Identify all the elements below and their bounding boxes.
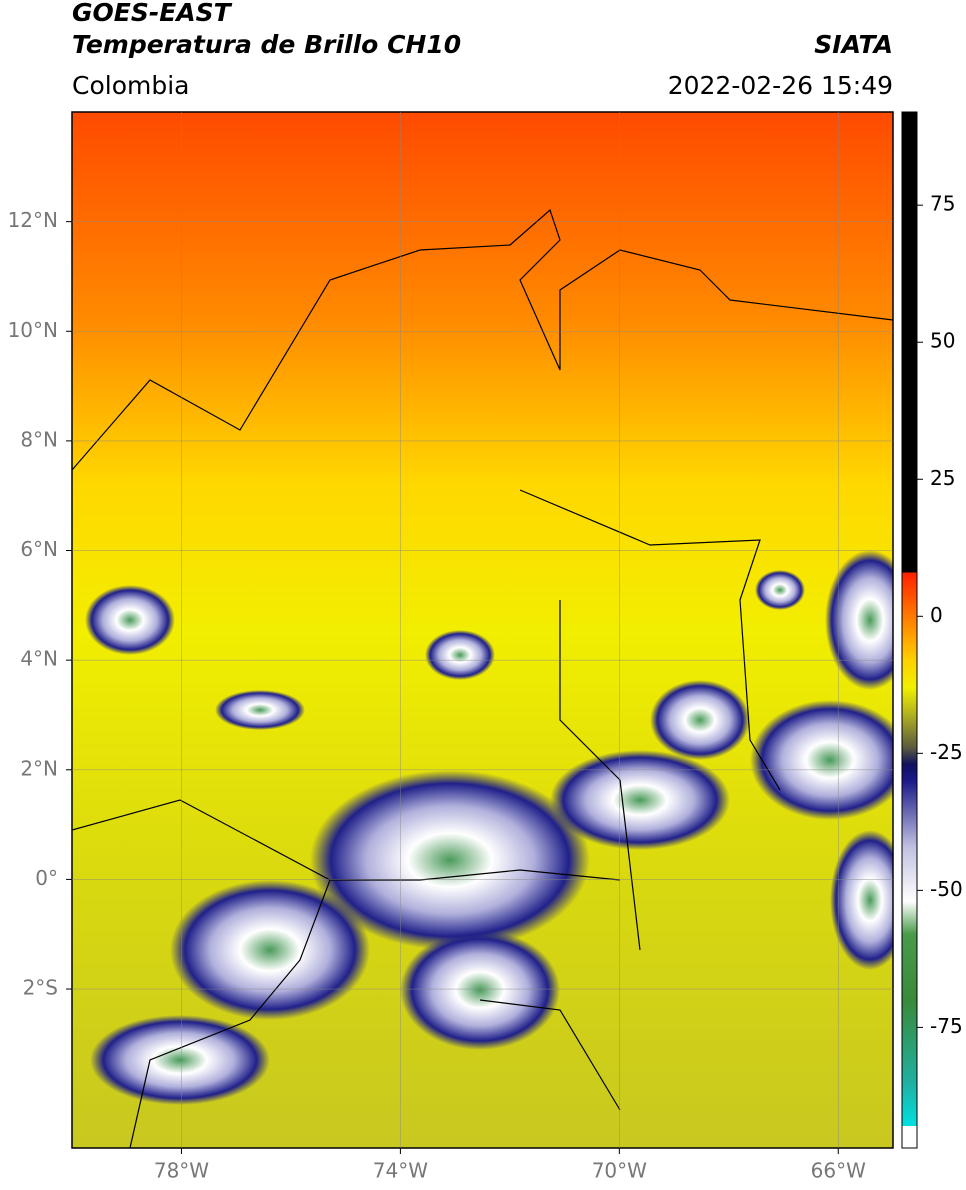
x-tick-label: 74°W: [373, 1159, 428, 1183]
colorbar-tick-label: 75: [930, 192, 955, 216]
colorbar-tick-label: 50: [930, 329, 955, 353]
imagery: [72, 112, 893, 1148]
y-tick-label: 10°N: [8, 318, 58, 342]
y-tick-label: 2°S: [23, 976, 58, 1000]
y-tick-label: 0°: [35, 866, 58, 890]
source: SIATA: [814, 30, 893, 59]
colorbar-tick-label: 25: [930, 466, 955, 490]
timestamp: 2022-02-26 15:49: [668, 71, 893, 100]
title: GOES-EAST: [72, 0, 233, 27]
x-tick-label: 78°W: [154, 1159, 209, 1183]
colorbar-tick-label: -75: [930, 1014, 963, 1038]
y-tick-label: 8°N: [20, 427, 58, 451]
y-tick-label: 2°N: [20, 756, 58, 780]
map-frame: [71, 111, 894, 1149]
colorbar-tick-label: 0: [930, 603, 943, 627]
x-tick-label: 70°W: [592, 1159, 647, 1183]
x-tick-label: 66°W: [811, 1159, 866, 1183]
y-tick-label: 4°N: [20, 647, 58, 671]
subtitle: Temperatura de Brillo CH10: [72, 30, 461, 59]
colorbar-tick-label: -50: [930, 877, 963, 901]
y-tick-label: 12°N: [8, 208, 58, 232]
y-tick-label: 6°N: [20, 537, 58, 561]
colorbar: [901, 111, 918, 1149]
colorbar-tick-label: -25: [930, 740, 963, 764]
region: Colombia: [72, 71, 189, 100]
